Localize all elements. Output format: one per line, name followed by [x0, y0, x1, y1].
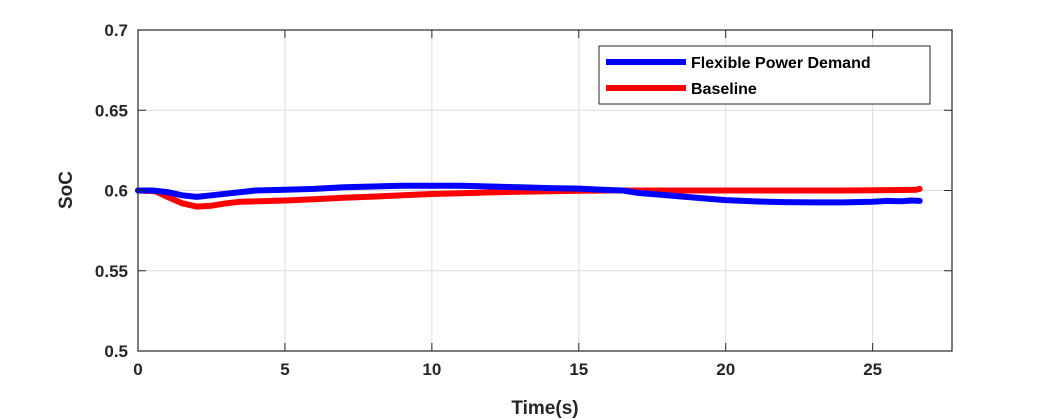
y-tick-label: 0.6 [104, 182, 128, 201]
legend-label-flexible-power-demand: Flexible Power Demand [691, 55, 871, 72]
y-tick-label: 0.65 [95, 101, 128, 120]
y-tick-label: 0.5 [104, 342, 128, 361]
x-tick-label: 25 [863, 360, 882, 379]
y-axis-label: SoC [56, 171, 77, 209]
legend-label-baseline: Baseline [691, 81, 757, 98]
axis-ticks [137, 29, 952, 352]
x-tick-label: 15 [569, 360, 588, 379]
x-axis-label: Time(s) [511, 398, 578, 419]
y-tick-label: 0.7 [104, 21, 128, 40]
legend-box [598, 45, 931, 105]
x-tick-label: 20 [716, 360, 735, 379]
x-tick-label: 10 [422, 360, 441, 379]
axis-tick-labels: 0 5 10 15 20 25 0.5 0.55 0.6 0.65 0.7 [95, 21, 882, 379]
y-tick-label: 0.55 [95, 262, 128, 281]
x-tick-label: 0 [133, 360, 142, 379]
x-tick-label: 5 [280, 360, 289, 379]
series-layer [135, 182, 923, 210]
series-line-flexible-power-demand [135, 182, 923, 206]
legend: Flexible Power Demand Baseline [598, 45, 931, 105]
series-line-baseline [135, 185, 923, 210]
